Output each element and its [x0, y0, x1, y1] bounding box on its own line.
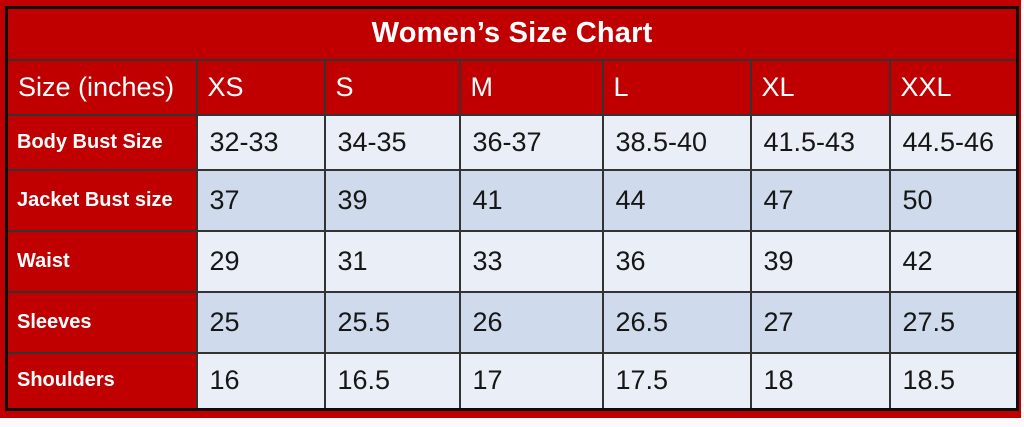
header-row: Size (inches) XS S M L XL XXL — [5, 58, 1019, 116]
value-cell: 26 — [458, 290, 604, 354]
value-cell: 33 — [458, 229, 604, 293]
womens-size-chart-table: Women’s Size Chart Size (inches) XS S M … — [5, 6, 1020, 411]
value-cell: 16.5 — [323, 351, 461, 411]
value-cell: 38.5-40 — [601, 113, 752, 171]
value-cell: 18 — [749, 351, 891, 411]
value-cell: 32-33 — [195, 113, 326, 171]
value-cell: 42 — [888, 229, 1019, 293]
chart-title: Women’s Size Chart — [5, 6, 1019, 61]
row-label-shoulders: Shoulders — [5, 351, 198, 411]
header-xl: XL — [749, 58, 891, 116]
table-row-body-bust-size: Body Bust Size 32-33 34-35 36-37 38.5-40… — [5, 113, 1019, 171]
value-cell: 18.5 — [888, 351, 1019, 411]
value-cell: 39 — [323, 168, 461, 232]
value-cell: 44 — [601, 168, 752, 232]
value-cell: 36 — [601, 229, 752, 293]
value-cell: 41 — [458, 168, 604, 232]
value-cell: 44.5-46 — [888, 113, 1019, 171]
title-row: Women’s Size Chart — [5, 6, 1019, 61]
header-xs: XS — [195, 58, 326, 116]
value-cell: 39 — [749, 229, 891, 293]
value-cell: 17 — [458, 351, 604, 411]
table-row-jacket-bust-size: Jacket Bust size 37 39 41 44 47 50 — [5, 168, 1019, 232]
value-cell: 25.5 — [323, 290, 461, 354]
row-label-sleeves: Sleeves — [5, 290, 198, 354]
value-cell: 47 — [749, 168, 891, 232]
value-cell: 17.5 — [601, 351, 752, 411]
red-backdrop: Women’s Size Chart Size (inches) XS S M … — [0, 0, 1021, 418]
value-cell: 25 — [195, 290, 326, 354]
table-row-shoulders: Shoulders 16 16.5 17 17.5 18 18.5 — [5, 351, 1019, 411]
header-l: L — [601, 58, 752, 116]
value-cell: 34-35 — [323, 113, 461, 171]
value-cell: 41.5-43 — [749, 113, 891, 171]
header-xxl: XXL — [888, 58, 1019, 116]
value-cell: 27.5 — [888, 290, 1019, 354]
table-row-waist: Waist 29 31 33 36 39 42 — [5, 229, 1019, 293]
table-row-sleeves: Sleeves 25 25.5 26 26.5 27 27.5 — [5, 290, 1019, 354]
header-m: M — [458, 58, 604, 116]
value-cell: 26.5 — [601, 290, 752, 354]
row-label-body-bust-size: Body Bust Size — [5, 113, 198, 171]
value-cell: 31 — [323, 229, 461, 293]
header-size-inches: Size (inches) — [5, 58, 198, 116]
value-cell: 50 — [888, 168, 1019, 232]
row-label-waist: Waist — [5, 229, 198, 293]
value-cell: 36-37 — [458, 113, 604, 171]
row-label-jacket-bust-size: Jacket Bust size — [5, 168, 198, 232]
value-cell: 27 — [749, 290, 891, 354]
value-cell: 37 — [195, 168, 326, 232]
value-cell: 16 — [195, 351, 326, 411]
header-s: S — [323, 58, 461, 116]
value-cell: 29 — [195, 229, 326, 293]
